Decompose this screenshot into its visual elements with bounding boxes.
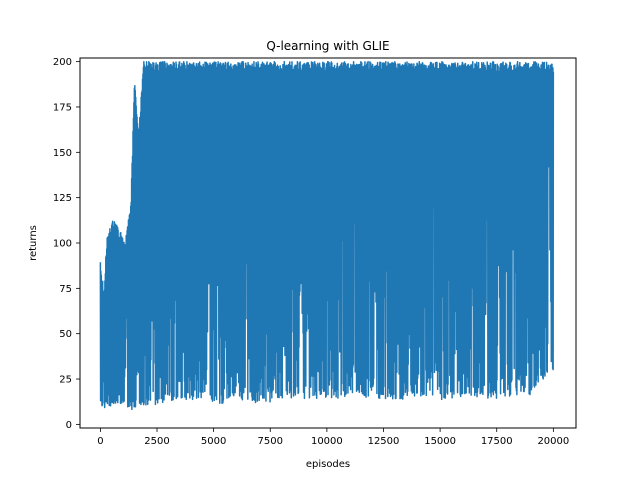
- x-tick-label: 2500: [144, 436, 169, 447]
- y-tick-label: 25: [59, 375, 72, 386]
- y-axis-ticks: 0 25 50 75 100 125 150 175 200: [53, 57, 80, 431]
- x-axis-label: episodes: [306, 459, 350, 470]
- x-tick-label: 12500: [368, 436, 400, 447]
- x-tick-label: 20000: [537, 436, 569, 447]
- x-tick-label: 15000: [424, 436, 456, 447]
- y-tick-label: 100: [53, 239, 72, 250]
- returns-series-line: [99, 60, 555, 411]
- x-tick-label: 17500: [481, 436, 513, 447]
- y-axis-label: returns: [28, 225, 39, 261]
- x-tick-label: 5000: [201, 436, 226, 447]
- y-tick-label: 150: [53, 148, 72, 159]
- x-tick-label: 0: [97, 436, 103, 447]
- chart-title: Q-learning with GLIE: [266, 39, 389, 53]
- x-tick-label: 10000: [311, 436, 343, 447]
- series-layer: [99, 60, 555, 411]
- y-tick-label: 175: [53, 102, 72, 113]
- y-tick-label: 200: [53, 57, 72, 68]
- y-tick-label: 50: [59, 329, 72, 340]
- y-tick-label: 0: [66, 420, 72, 431]
- x-axis-ticks: 0 2500 5000 7500 10000 12500 15000 17500 20000: [97, 428, 569, 447]
- y-tick-label: 75: [59, 284, 72, 295]
- x-tick-label: 7500: [258, 436, 283, 447]
- y-tick-label: 125: [53, 193, 72, 204]
